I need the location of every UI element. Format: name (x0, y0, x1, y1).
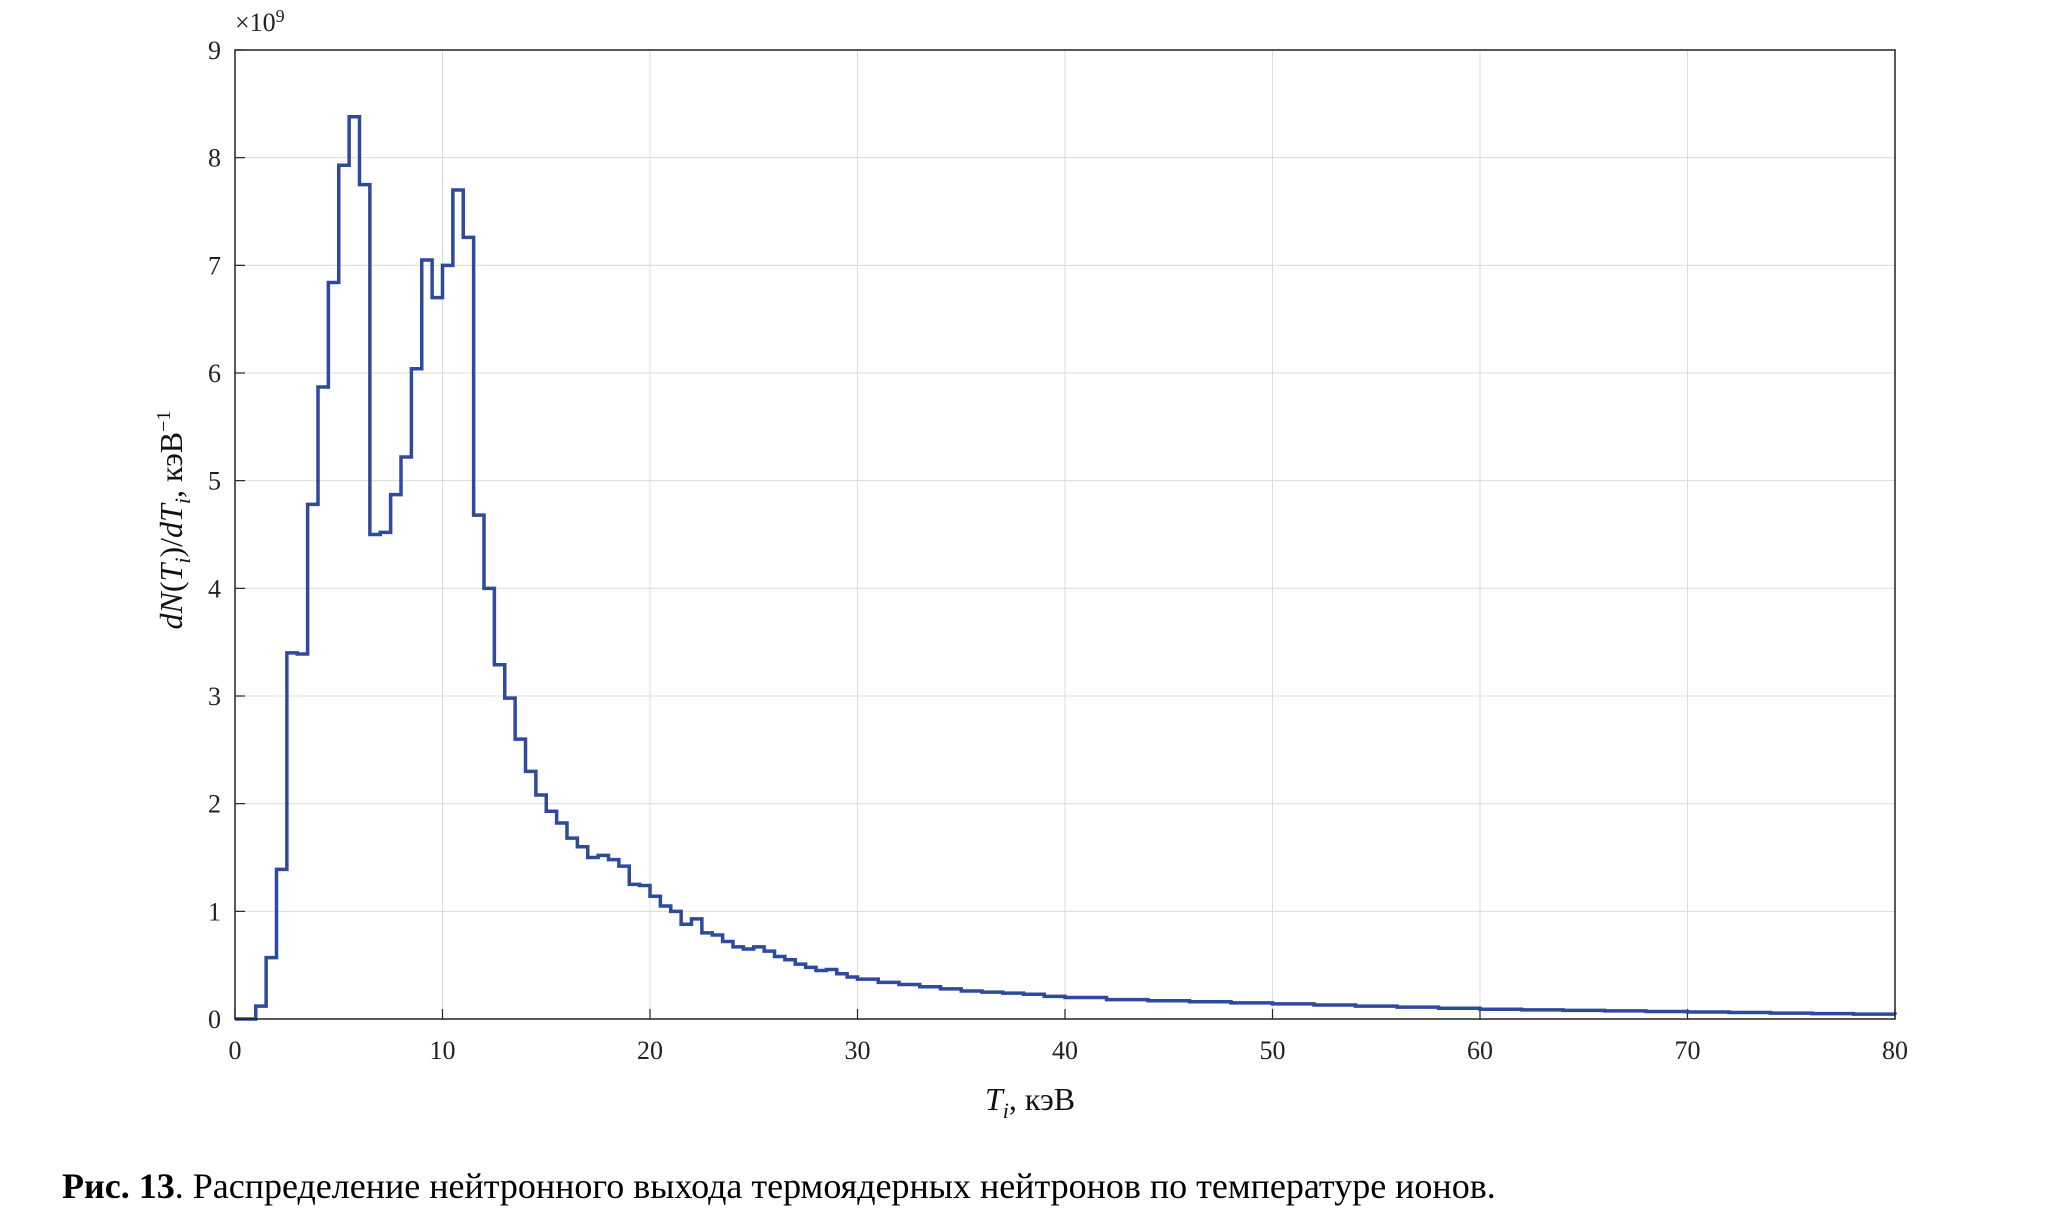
y-axis-unit-exp: −1 (153, 411, 175, 432)
x-tick-label: 20 (637, 1036, 663, 1065)
y-tick-label: 7 (208, 251, 221, 280)
y-tick-label: 3 (208, 682, 221, 711)
y-axis-sub1: i (170, 558, 195, 564)
y-tick-label: 1 (208, 897, 221, 926)
y-tick-label: 5 (208, 467, 221, 496)
y-tick-label: 2 (208, 790, 221, 819)
y-axis-d2: d (153, 521, 189, 538)
x-tick-label: 50 (1260, 1036, 1286, 1065)
x-tick-label: 40 (1052, 1036, 1078, 1065)
y-axis-N: N (153, 590, 189, 614)
x-tick-label: 80 (1882, 1036, 1908, 1065)
y-tick-label: 0 (208, 1005, 221, 1034)
x-tick-label: 70 (1675, 1036, 1701, 1065)
figure-caption: Рис. 13. Распределение нейтронного выход… (62, 1165, 1496, 1207)
y-axis-label: dN(Ti)/dTi, кэВ−1 (153, 411, 195, 630)
x-axis-unit: , кэВ (1009, 1081, 1075, 1117)
y-axis-unit: , кэВ (153, 432, 189, 498)
x-tick-label: 10 (430, 1036, 456, 1065)
y-tick-label: 8 (208, 144, 221, 173)
y-axis-T2: T (153, 502, 189, 522)
x-axis-sub: i (1003, 1098, 1009, 1123)
y-axis-paren-close: )/ (153, 538, 189, 558)
y-multiplier-exp: 9 (276, 6, 285, 26)
y-multiplier-base: ×10 (235, 8, 276, 37)
y-tick-label: 4 (208, 574, 221, 603)
plot-frame (234, 49, 1896, 1020)
x-tick-label: 0 (229, 1036, 242, 1065)
y-tick-label: 9 (208, 36, 221, 65)
x-axis-label: Ti, кэВ (985, 1081, 1075, 1123)
caption-text: . Распределение нейтронного выхода термо… (174, 1166, 1496, 1206)
caption-number: Рис. 13 (62, 1166, 175, 1206)
x-axis-var: T (985, 1081, 1005, 1117)
x-tick-labels: 0 10 20 30 40 50 60 70 80 (229, 1036, 1909, 1065)
x-tick-label: 30 (845, 1036, 871, 1065)
y-axis-paren-open: ( (153, 581, 189, 592)
y-tick-labels: 0 1 2 3 4 5 6 7 8 9 (208, 36, 221, 1034)
data-series-line (235, 115, 1897, 1021)
y-multiplier: ×109 (235, 6, 285, 37)
x-tick-label: 60 (1467, 1036, 1493, 1065)
y-axis-d1: d (153, 612, 189, 629)
y-axis-sub2: i (170, 498, 195, 504)
y-tick-label: 6 (208, 359, 221, 388)
y-axis-T1: T (153, 561, 189, 581)
